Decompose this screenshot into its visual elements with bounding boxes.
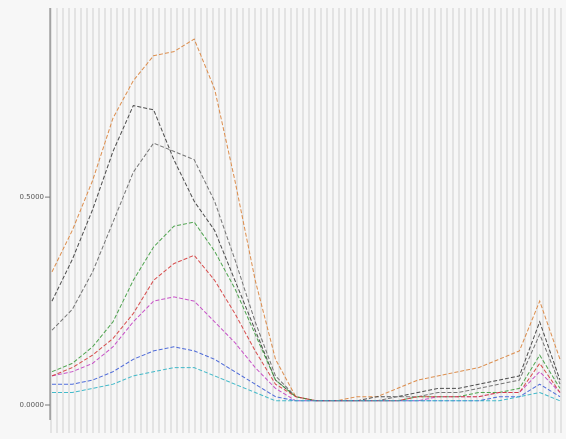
y-tick-label: 0.5000 xyxy=(20,193,45,201)
page: {"chart_data": {"type": "line", "categor… xyxy=(0,0,566,439)
chart: 0.0000 0.5000 xyxy=(0,0,566,439)
y-tick-label: 0.0000 xyxy=(20,401,45,409)
moire-stripes xyxy=(50,8,562,433)
